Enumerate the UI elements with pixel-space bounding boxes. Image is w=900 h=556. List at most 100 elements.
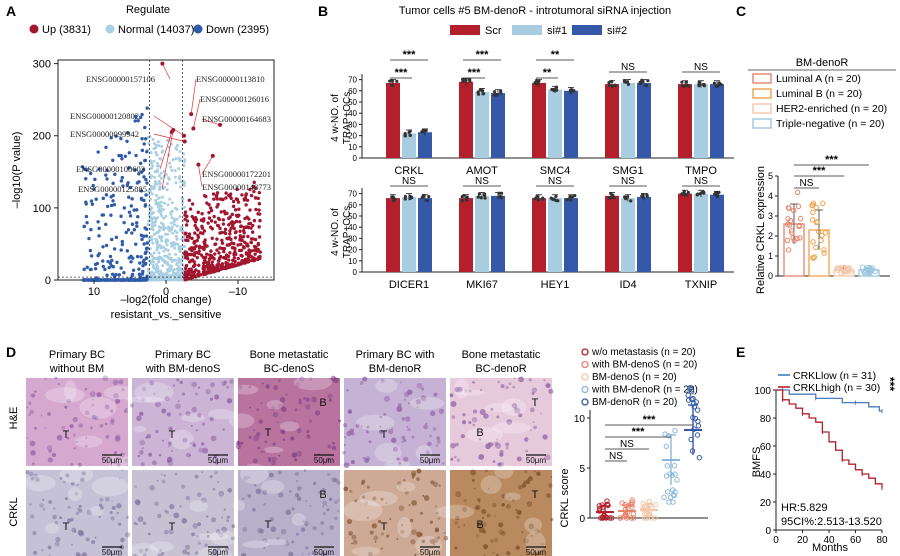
texture-spot (396, 406, 403, 412)
point-normal (159, 237, 163, 241)
texture-spot (475, 504, 481, 511)
texture-spot (400, 381, 403, 384)
point-up (231, 199, 236, 204)
texture-spot (237, 440, 240, 443)
texture-patch (279, 421, 300, 432)
point-normal (171, 158, 175, 162)
data-dot (785, 221, 791, 228)
bar-DICER1-si#1 (402, 196, 416, 272)
point-up (186, 277, 191, 281)
data-dot (797, 235, 803, 241)
data-dot (815, 228, 822, 235)
point-down (127, 166, 131, 170)
point-normal (157, 144, 161, 148)
texture-spot (433, 392, 438, 397)
tissue-label-T: T (532, 489, 539, 501)
texture-spot (525, 449, 529, 453)
point-up (184, 266, 188, 271)
texture-spot (333, 478, 339, 483)
data-dot (479, 196, 483, 200)
point-down (91, 183, 95, 188)
sig-label-1: NS (620, 439, 634, 450)
texture-spot (139, 439, 146, 446)
scale-bar-label: 50μm (208, 548, 229, 556)
point-up (234, 219, 239, 224)
panel-c-letter: C (736, 3, 746, 19)
texture-spot (227, 487, 233, 493)
texture-spot (314, 410, 321, 416)
texture-spot (121, 469, 124, 471)
tissue-label-T: T (63, 429, 70, 441)
texture-spot (545, 382, 551, 388)
texture-spot (197, 541, 201, 545)
column-title-4-line2: BC-denoR (475, 363, 526, 375)
point-up (216, 224, 221, 228)
texture-spot (91, 414, 97, 420)
texture-spot (54, 376, 58, 380)
texture-spot (241, 552, 247, 556)
texture-spot (336, 480, 341, 485)
texture-spot (311, 396, 317, 403)
data-dot (468, 77, 472, 82)
texture-spot (185, 544, 191, 550)
labeled-point-4 (218, 122, 222, 127)
column-title-3-line1: Primary BC with (356, 349, 435, 361)
point-down (96, 220, 100, 224)
texture-spot (276, 536, 280, 541)
texture-spot (342, 450, 346, 455)
texture-patch (103, 385, 138, 400)
point-up (184, 277, 188, 282)
legend-label-0: Luminal A (n = 20) (776, 73, 861, 85)
texture-spot (369, 530, 374, 535)
point-down (93, 177, 97, 182)
gene-label-8: ENSG00000125885 (78, 184, 147, 194)
x-tick-label-TMPO: TMPO (685, 165, 717, 177)
point-normal (175, 263, 179, 267)
texture-spot (450, 442, 456, 449)
point-normal (176, 269, 180, 273)
texture-spot (550, 476, 553, 478)
data-dot (813, 204, 819, 211)
texture-spot (135, 522, 138, 526)
point-normal (152, 272, 156, 276)
point-down (97, 234, 101, 238)
point-down (127, 151, 132, 155)
data-dot (791, 207, 797, 214)
scale-bar-label: 50μm (420, 548, 441, 556)
point-up (206, 260, 211, 264)
point-up (252, 248, 257, 252)
point-up (247, 248, 251, 252)
texture-spot (168, 529, 174, 535)
point-normal (153, 185, 157, 189)
texture-spot (430, 480, 435, 485)
point-up (225, 237, 230, 241)
point-down (119, 248, 123, 252)
data-dot (498, 195, 502, 199)
texture-patch (524, 517, 543, 533)
texture-spot (99, 497, 104, 502)
texture-spot (226, 519, 230, 523)
point-normal (177, 264, 181, 268)
point-up (250, 258, 254, 263)
point-up (208, 266, 213, 271)
texture-spot (182, 437, 188, 443)
texture-spot (438, 484, 441, 487)
data-dot (420, 196, 424, 200)
texture-spot (256, 408, 260, 412)
point-normal (158, 181, 162, 185)
texture-spot (134, 485, 137, 488)
point-normal (150, 192, 154, 196)
point-down (140, 272, 145, 276)
texture-spot (453, 455, 457, 459)
data-dot (565, 198, 569, 202)
texture-spot (171, 449, 173, 452)
texture-spot (109, 511, 113, 515)
point-down (130, 273, 134, 278)
point-up (187, 267, 191, 272)
point-normal (174, 157, 178, 161)
data-dot (624, 80, 628, 84)
point-normal (153, 224, 157, 228)
point-up (185, 219, 190, 223)
point-down (110, 272, 115, 276)
gene-label-6: ENSG00000100603 (76, 164, 145, 174)
